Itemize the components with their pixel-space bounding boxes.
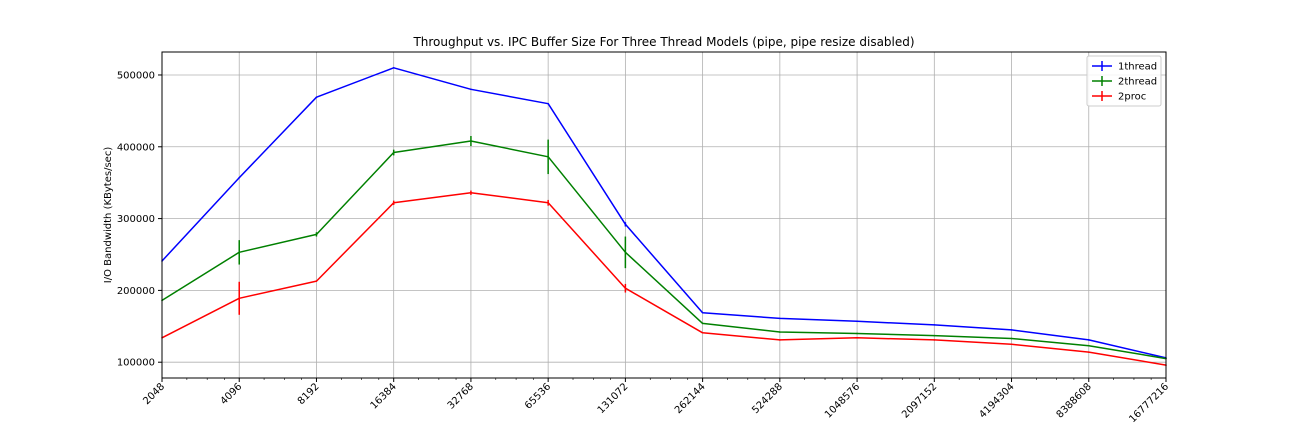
data-point (547, 156, 549, 158)
data-point (856, 336, 858, 339)
data-point (933, 339, 936, 341)
y-tick-label: 200000 (117, 286, 155, 297)
y-axis-label: I/O Bandwidth (KBytes/sec) (103, 147, 114, 284)
data-point (933, 334, 936, 337)
data-point (470, 88, 472, 91)
data-point (315, 96, 318, 99)
data-point (701, 311, 704, 314)
data-point (392, 66, 395, 69)
data-point (238, 176, 241, 179)
data-point (624, 223, 627, 226)
data-point (701, 331, 704, 334)
data-point (701, 322, 704, 325)
data-point (624, 251, 627, 254)
legend-label: 2thread (1118, 77, 1157, 88)
data-point (470, 191, 472, 194)
data-point (1087, 344, 1090, 347)
y-tick-label: 300000 (117, 214, 155, 225)
legend: 1thread 2thread 2proc (1086, 55, 1162, 107)
data-point (392, 151, 395, 154)
series-line-2thread (161, 140, 1167, 360)
data-point (315, 280, 318, 282)
data-point (624, 287, 627, 290)
data-point (933, 324, 936, 326)
y-tick-label: 400000 (117, 142, 155, 153)
data-point (392, 201, 395, 204)
data-point (547, 201, 549, 204)
data-point (1010, 337, 1013, 340)
legend-label: 1thread (1118, 62, 1157, 73)
data-point (856, 320, 858, 323)
data-point (238, 251, 241, 254)
y-tick-label: 100000 (117, 358, 155, 369)
y-tick-label: 500000 (117, 70, 155, 81)
data-point (238, 297, 241, 300)
data-point (547, 102, 549, 105)
series-line-2proc (161, 191, 1167, 366)
series-2proc (161, 190, 1167, 366)
series-2thread (161, 136, 1167, 360)
legend-box (1086, 55, 1162, 107)
data-point (1010, 329, 1013, 331)
data-point (856, 332, 858, 335)
data-point (1087, 339, 1090, 341)
legend-label: 2proc (1118, 92, 1146, 103)
data-point (1010, 343, 1013, 346)
data-point (779, 339, 781, 341)
plot-frame (161, 51, 1167, 379)
data-point (779, 317, 781, 320)
chart-title: Throughput vs. IPC Buffer Size For Three… (412, 35, 914, 49)
series-line-1thread (161, 67, 1167, 359)
data-point (470, 140, 472, 142)
grid (161, 52, 1167, 378)
data-point (315, 233, 318, 236)
data-point (779, 331, 781, 333)
data-point (1087, 351, 1090, 353)
series-lines (161, 66, 1167, 366)
